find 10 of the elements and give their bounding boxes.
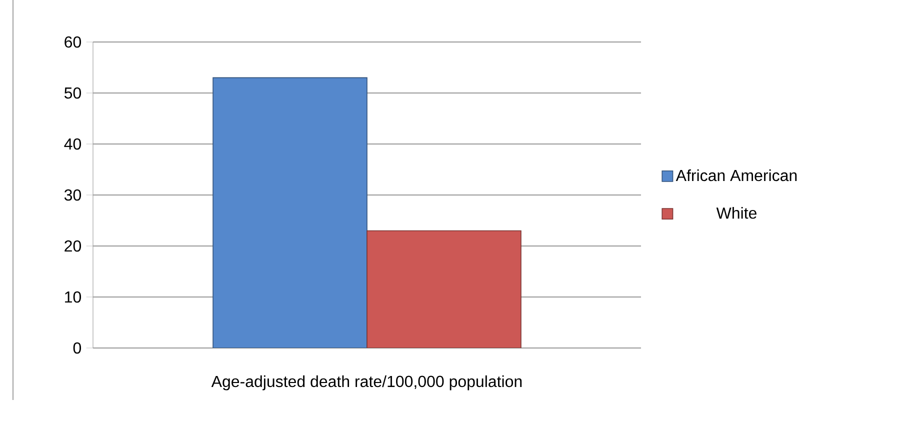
x-tick-label: Age-adjusted death rate/100,000 population [211, 375, 522, 390]
y-tick-label: 30 [64, 189, 82, 201]
y-tick-label: 60 [64, 36, 82, 48]
y-tick-label: 10 [65, 291, 82, 303]
y-tick-label: 40 [64, 138, 82, 150]
y-tick-label: 20 [64, 240, 82, 252]
legend-label: African American [676, 169, 797, 182]
text: White [716, 207, 756, 219]
y-tick-label: 50 [64, 87, 82, 99]
y-tick-label: 0 [73, 342, 82, 354]
